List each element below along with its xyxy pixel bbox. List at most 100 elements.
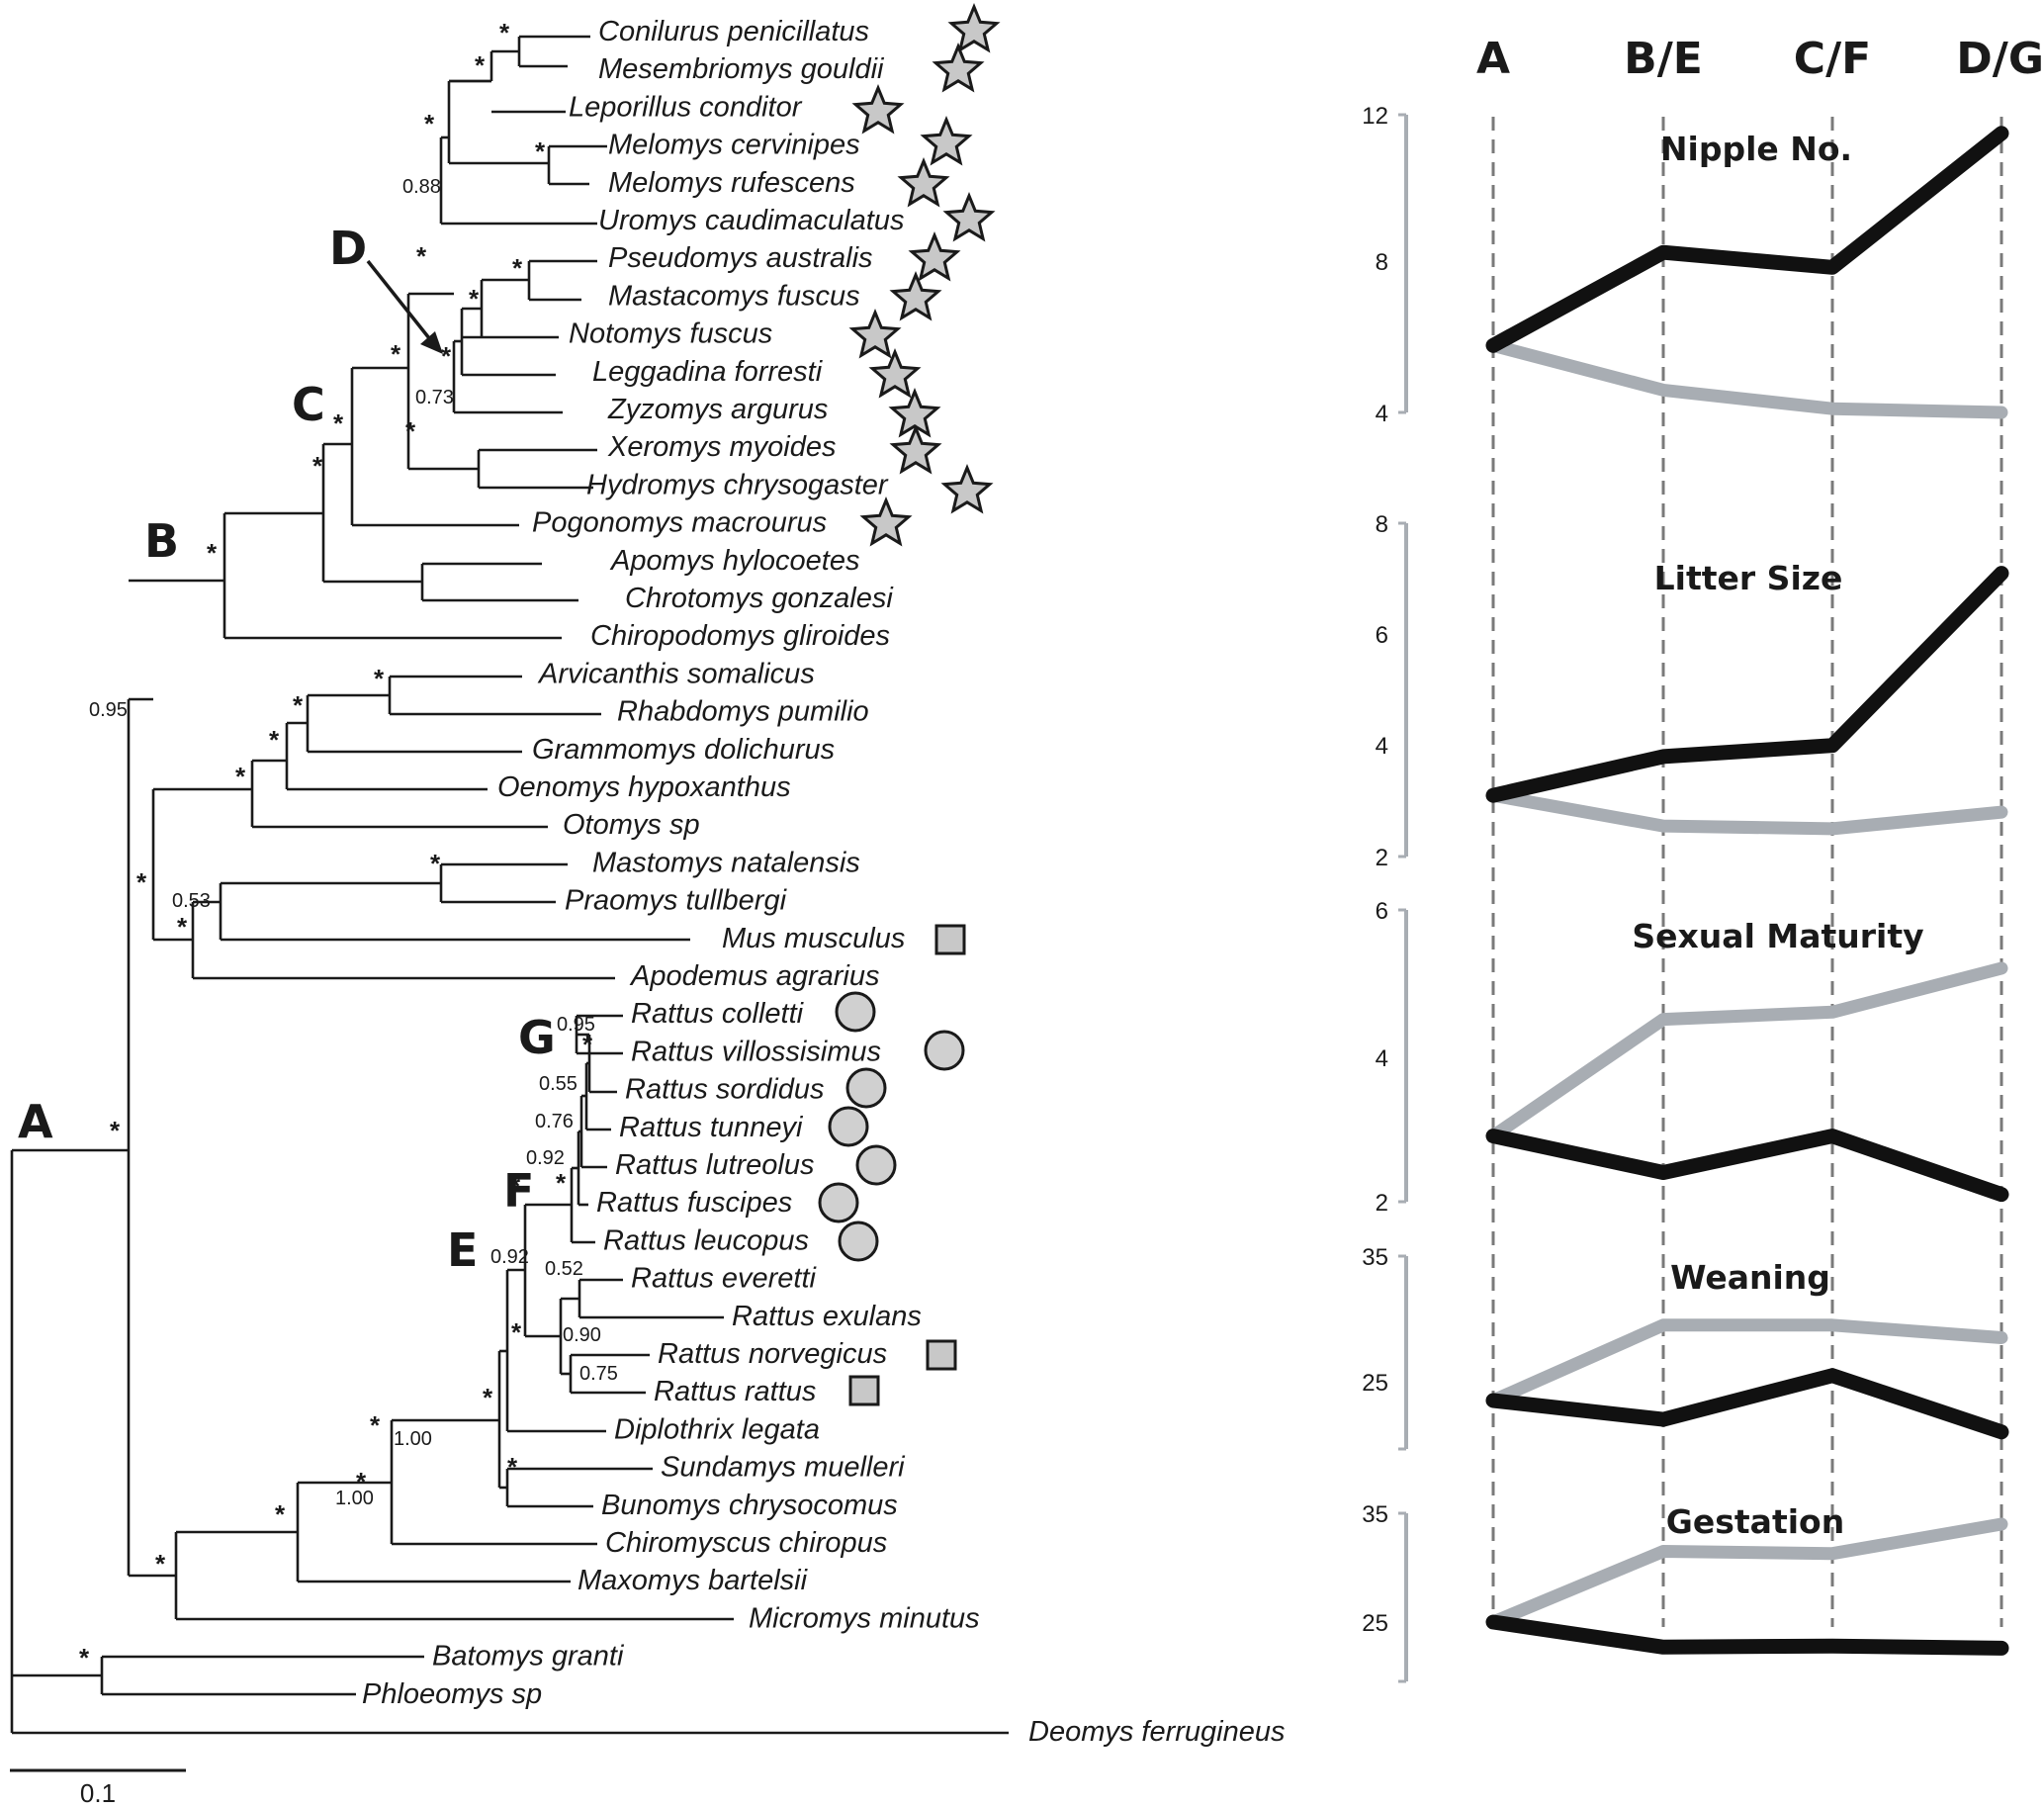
- column-header-b-e: B/E: [1624, 34, 1703, 84]
- taxon-apomys-hylocoetes: Apomys hylocoetes: [609, 545, 859, 577]
- series-dark-line: [1485, 1129, 2009, 1203]
- star-marker-xeromys-myoides: [889, 424, 942, 475]
- support-star: *: [391, 339, 401, 369]
- taxon-rattus-fuscipes: Rattus fuscipes: [596, 1187, 792, 1219]
- star-marker-hydromys-chrysogaster: [940, 464, 994, 514]
- y-tick-label: 2: [1376, 845, 1388, 871]
- taxon-rattus-tunneyi: Rattus tunneyi: [619, 1112, 804, 1143]
- taxon-diplothrix-legata: Diplothrix legata: [614, 1413, 820, 1445]
- support-star: *: [356, 1467, 367, 1496]
- taxon-mesembriomys-gouldii: Mesembriomys gouldii: [598, 53, 885, 85]
- taxon-grammomys-dolichurus: Grammomys dolichurus: [532, 734, 835, 766]
- support-star: *: [374, 664, 385, 693]
- support-star: *: [275, 1499, 286, 1529]
- trait-plot-nipple-no: 12 8 4 Nipple No.: [1362, 103, 2009, 427]
- y-tick-label: 12: [1362, 103, 1388, 130]
- square-marker-rattus-rattus: [848, 1375, 880, 1406]
- series-dark-line: [1485, 1368, 2009, 1440]
- support-value: 0.90: [563, 1324, 601, 1346]
- trait-plots: 12 8 4 Nipple No. 8 6 4 2 Litter Size 6 4 2 Sexual M…: [1362, 103, 2009, 1683]
- phylogenetic-tree: Conilurus penicillatus Mesembriomys gould…: [10, 3, 1286, 1808]
- taxon-melomys-rufescens: Melomys rufescens: [608, 167, 855, 199]
- star-marker-pseudomys-australis: [908, 231, 961, 282]
- y-tick-label: 35: [1362, 1244, 1388, 1271]
- trait-plot-gestation: 35 25 Gestation: [1362, 1501, 2009, 1683]
- support-value: 0.92: [526, 1147, 565, 1169]
- star-marker-zyzomys-argurus: [888, 388, 941, 438]
- taxon-rattus-rattus: Rattus rattus: [654, 1376, 816, 1407]
- circle-marker-rattus-tunneyi: [828, 1106, 869, 1147]
- clade-label-d: D: [329, 222, 367, 275]
- clade-d-arrow: [366, 259, 435, 345]
- taxon-markers: [818, 3, 1001, 1406]
- taxon-rattus-leucopus: Rattus leucopus: [603, 1224, 809, 1256]
- support-star: *: [333, 408, 344, 438]
- circle-marker-rattus-lutreolus: [855, 1144, 897, 1186]
- star-marker-melomys-rufescens: [897, 157, 950, 208]
- series-dark-line: [1485, 126, 2009, 353]
- star-marker-melomys-cervinipes: [920, 116, 973, 166]
- series-light-line: [1486, 788, 2008, 836]
- support-star: *: [424, 109, 435, 138]
- y-tick-label: 4: [1376, 1045, 1388, 1072]
- taxon-arvicanthis-somalicus: Arvicanthis somalicus: [537, 658, 815, 689]
- support-star: *: [511, 1317, 522, 1347]
- support-star: *: [441, 341, 452, 371]
- support-value: 0.73: [415, 387, 454, 408]
- support-star: *: [269, 725, 280, 755]
- taxon-rattus-sordidus: Rattus sordidus: [625, 1074, 825, 1106]
- taxon-oenomys-hypoxanthus: Oenomys hypoxanthus: [497, 771, 791, 803]
- taxon-micromys-minutus: Micromys minutus: [749, 1602, 980, 1634]
- circle-marker-rattus-sordidus: [845, 1067, 887, 1109]
- scale-bar-label: 0.1: [80, 1778, 116, 1808]
- support-star: *: [510, 1171, 521, 1201]
- support-star: *: [370, 1410, 381, 1440]
- circle-marker-rattus-villossisimus: [924, 1030, 965, 1071]
- column-header-d-g: D/G: [1956, 34, 2044, 84]
- support-star: *: [155, 1549, 166, 1579]
- support-value: 0.53: [172, 890, 211, 912]
- support-star: *: [416, 241, 427, 271]
- support-star: *: [469, 284, 480, 314]
- support-star: *: [312, 451, 323, 481]
- star-marker-uromys-caudimaculatus: [942, 192, 996, 242]
- taxon-uromys-caudimaculatus: Uromys caudimaculatus: [598, 205, 904, 236]
- taxon-rattus-colletti: Rattus colletti: [631, 998, 805, 1030]
- taxon-bunomys-chrysocomus: Bunomys chrysocomus: [601, 1490, 898, 1521]
- column-headers: A B/E C/F D/G: [1476, 34, 2044, 84]
- support-value: 0.95: [89, 699, 128, 721]
- support-value: 0.75: [579, 1363, 618, 1385]
- taxon-melomys-cervinipes: Melomys cervinipes: [608, 130, 860, 161]
- clade-d-arrowhead: [420, 331, 443, 354]
- support-star: *: [475, 50, 486, 80]
- y-tick-label: 8: [1376, 249, 1388, 276]
- star-marker-leporillus-conditor: [851, 84, 905, 135]
- clade-label-c: C: [292, 378, 325, 431]
- series-light-line: [1486, 1517, 2008, 1629]
- support-value: 0.92: [490, 1246, 529, 1268]
- taxon-pseudomys-australis: Pseudomys australis: [608, 242, 873, 274]
- trait-title: Gestation: [1666, 1502, 1844, 1541]
- taxon-chiropodomys-gliroides: Chiropodomys gliroides: [590, 620, 890, 652]
- star-marker-leggadina-forresti: [868, 348, 922, 399]
- circle-marker-rattus-colletti: [835, 991, 876, 1033]
- series-dark-line: [1485, 566, 2009, 803]
- support-star: *: [110, 1116, 121, 1145]
- taxon-notomys-fuscus: Notomys fuscus: [569, 318, 772, 350]
- series-dark-line: [1485, 1614, 2009, 1656]
- trait-title: Litter Size: [1654, 559, 1843, 597]
- trait-title: Nipple No.: [1660, 130, 1852, 168]
- support-star: *: [499, 18, 510, 47]
- support-star: *: [405, 416, 416, 446]
- taxon-mastacomys-fuscus: Mastacomys fuscus: [608, 280, 860, 312]
- taxon-mastomys-natalensis: Mastomys natalensis: [592, 847, 860, 878]
- clade-label-g: G: [518, 1011, 556, 1064]
- support-values: * * * * * * * * * * * * * * * * * * * * * * * * * * * * * * * * 0.88 0.73…: [79, 18, 618, 1673]
- trait-plot-weaning: 35 25 Weaning: [1362, 1244, 2009, 1451]
- taxon-pogonomys-macrourus: Pogonomys macrourus: [532, 507, 827, 539]
- tree-branches: [10, 35, 1009, 1735]
- clade-label-f: F: [503, 1164, 534, 1218]
- support-star: *: [430, 849, 441, 878]
- clade-label-e: E: [447, 1223, 478, 1277]
